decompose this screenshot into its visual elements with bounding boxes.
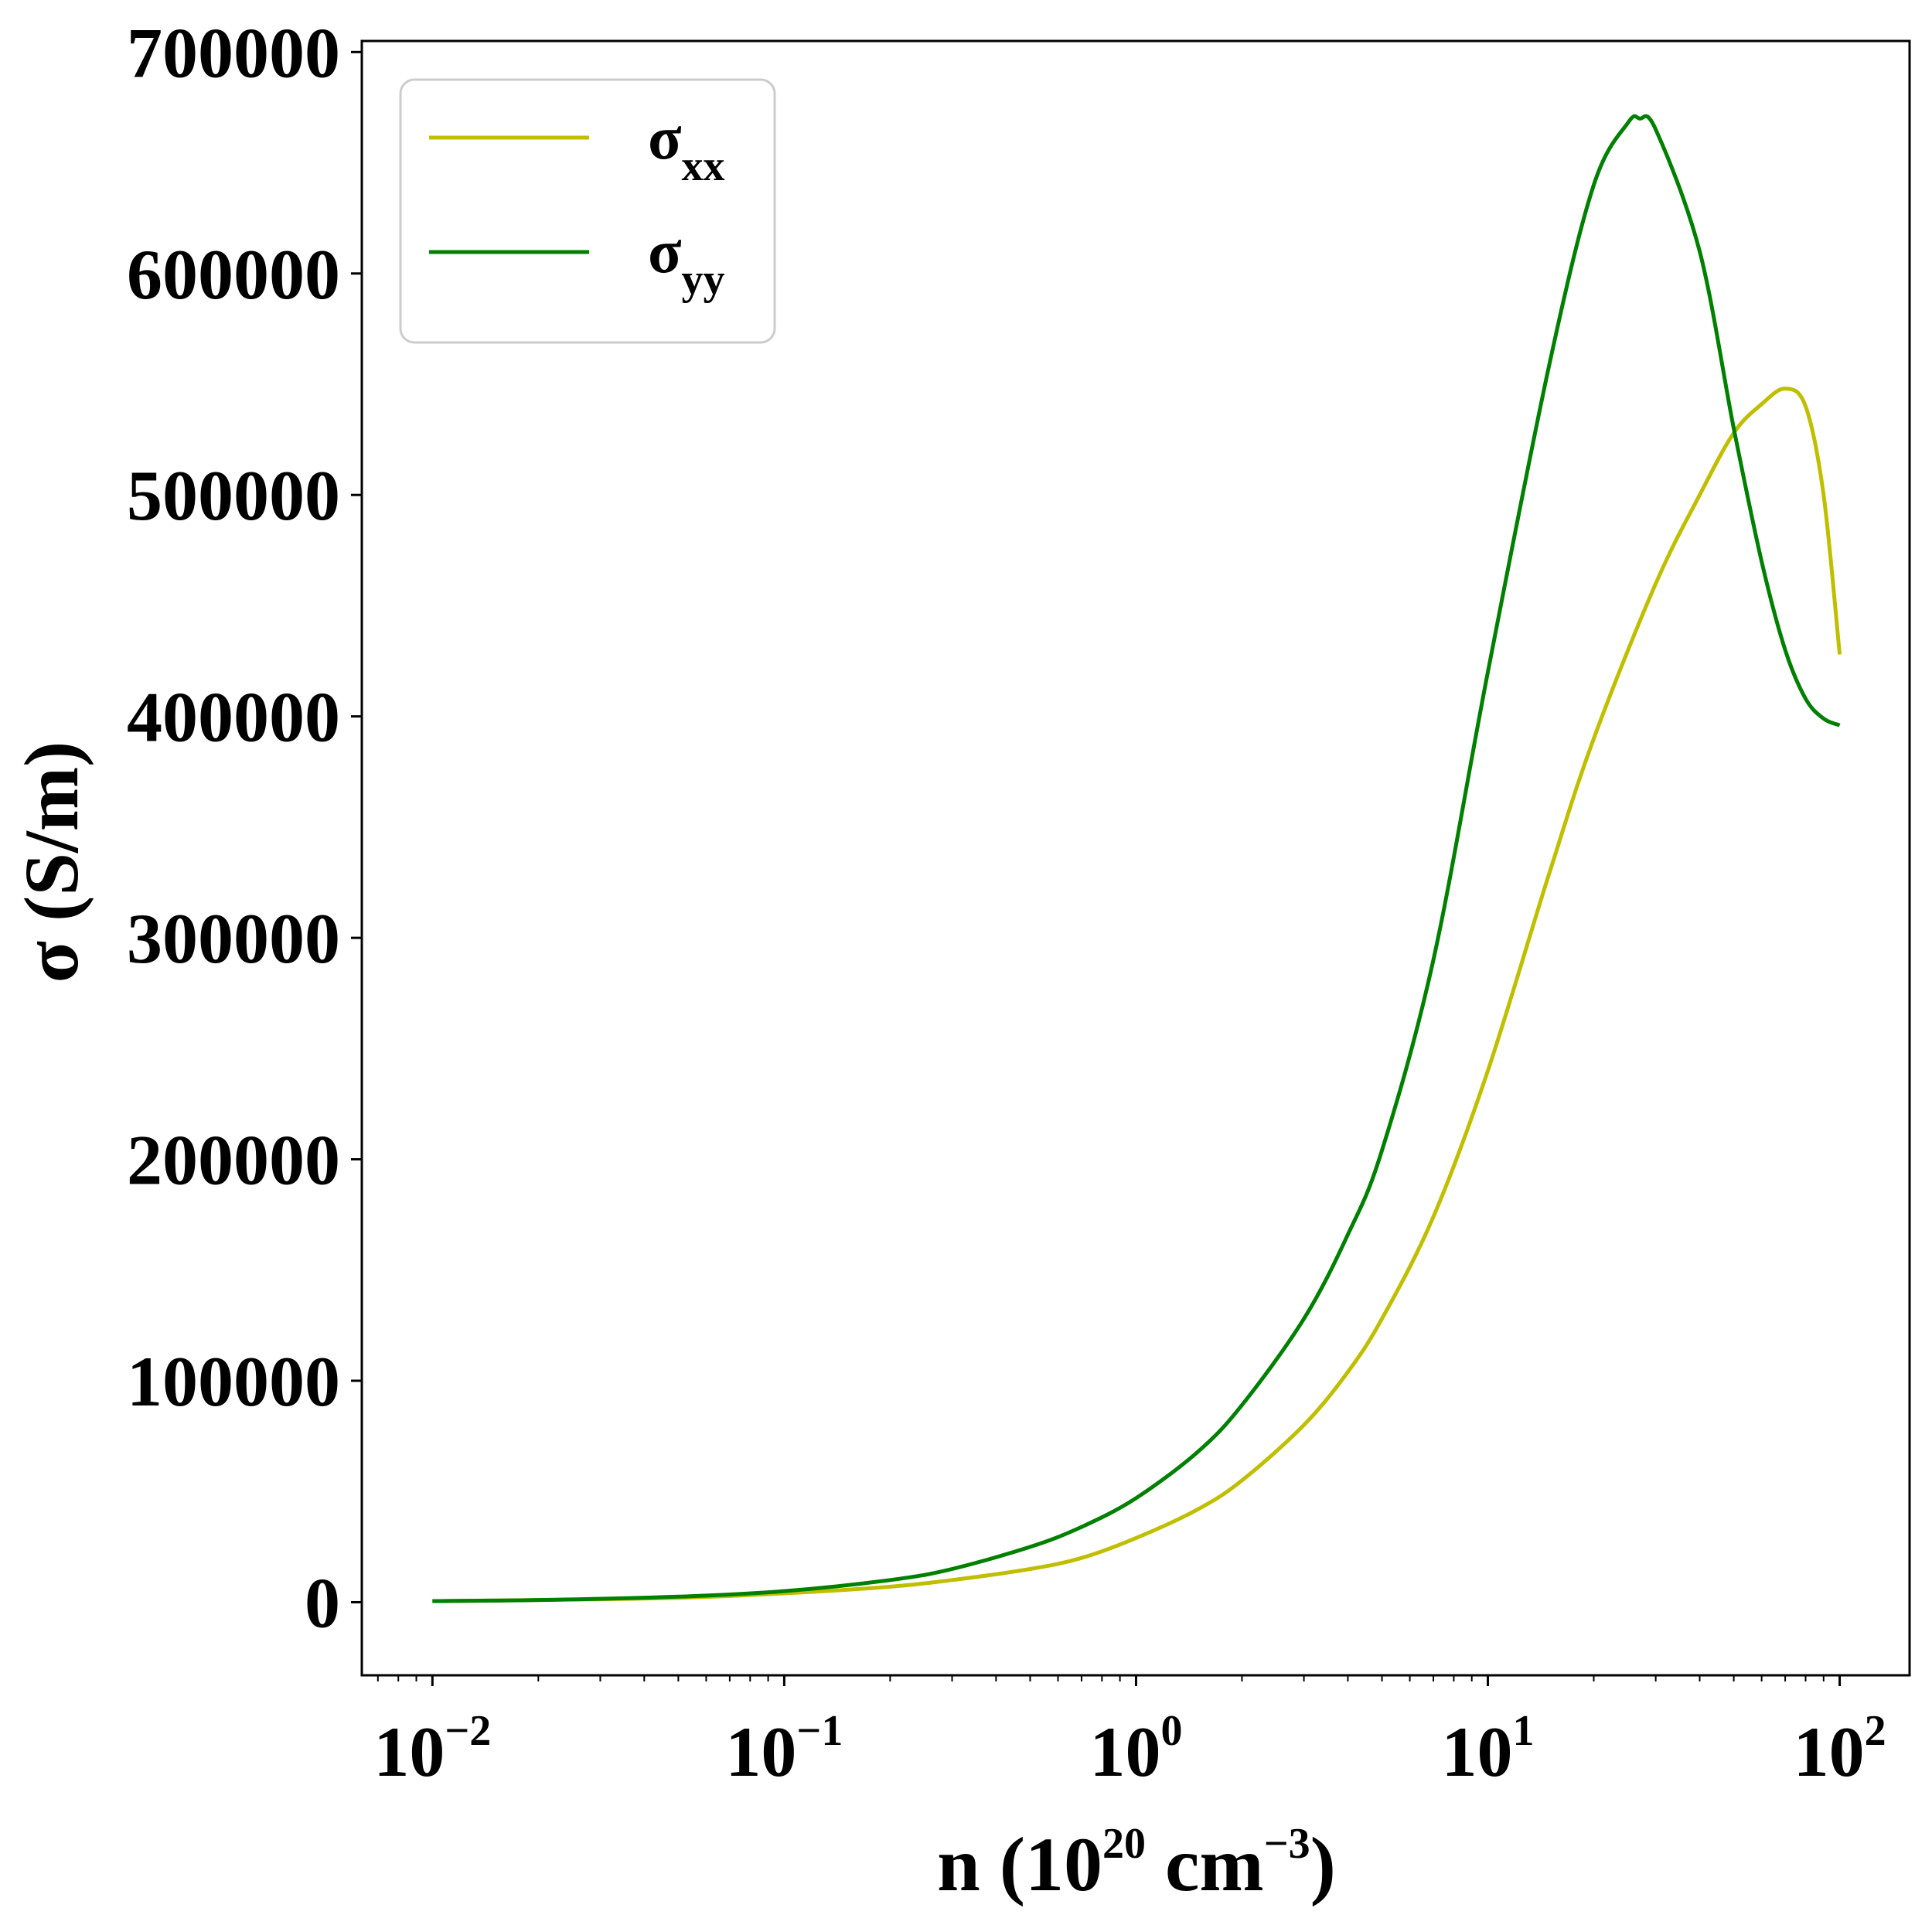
y-tick-label: 700000: [127, 13, 340, 92]
y-tick-label: 500000: [127, 456, 340, 535]
series-line-sigma-yy: [432, 114, 1841, 1603]
y-tick-label: 300000: [127, 899, 340, 978]
y-tick-label: 200000: [127, 1121, 340, 1200]
x-axis: 10−2 10−1 100 101 102: [373, 1675, 1886, 1791]
x-tick-label: 102: [1794, 1707, 1886, 1791]
x-tick-label: 10−1: [725, 1707, 843, 1791]
y-tick-label: 0: [305, 1563, 340, 1642]
legend-box: [399, 78, 776, 344]
y-tick-label: 400000: [127, 678, 340, 757]
y-axis-title: σ (S/m): [9, 741, 94, 983]
legend-label-sigma-yy: σyy: [648, 218, 725, 304]
x-axis-title: n (1020 cm−3): [937, 1820, 1336, 1907]
x-tick-label: 10−2: [373, 1707, 491, 1791]
series-lines: [432, 114, 1842, 1603]
y-tick-label: 100000: [127, 1342, 340, 1421]
legend-label-sigma-xx: σxx: [648, 104, 725, 190]
x-tick-label: 101: [1442, 1707, 1535, 1791]
legend: σxx σyy: [399, 78, 776, 344]
x-tick-label: 100: [1089, 1707, 1182, 1791]
y-tick-label: 600000: [127, 235, 340, 314]
series-line-sigma-xx: [432, 387, 1842, 1603]
y-axis: 0 100000 200000 300000 400000 500000 600000 700…: [127, 13, 362, 1642]
